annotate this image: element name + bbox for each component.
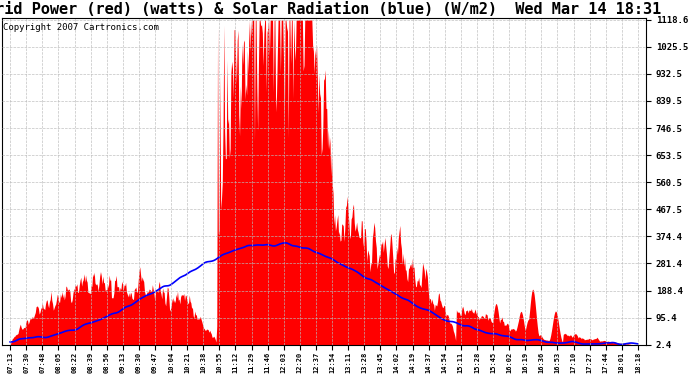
Title: Grid Power (red) (watts) & Solar Radiation (blue) (W/m2)  Wed Mar 14 18:31: Grid Power (red) (watts) & Solar Radiati… [0,2,662,17]
Text: Copyright 2007 Cartronics.com: Copyright 2007 Cartronics.com [3,23,159,32]
